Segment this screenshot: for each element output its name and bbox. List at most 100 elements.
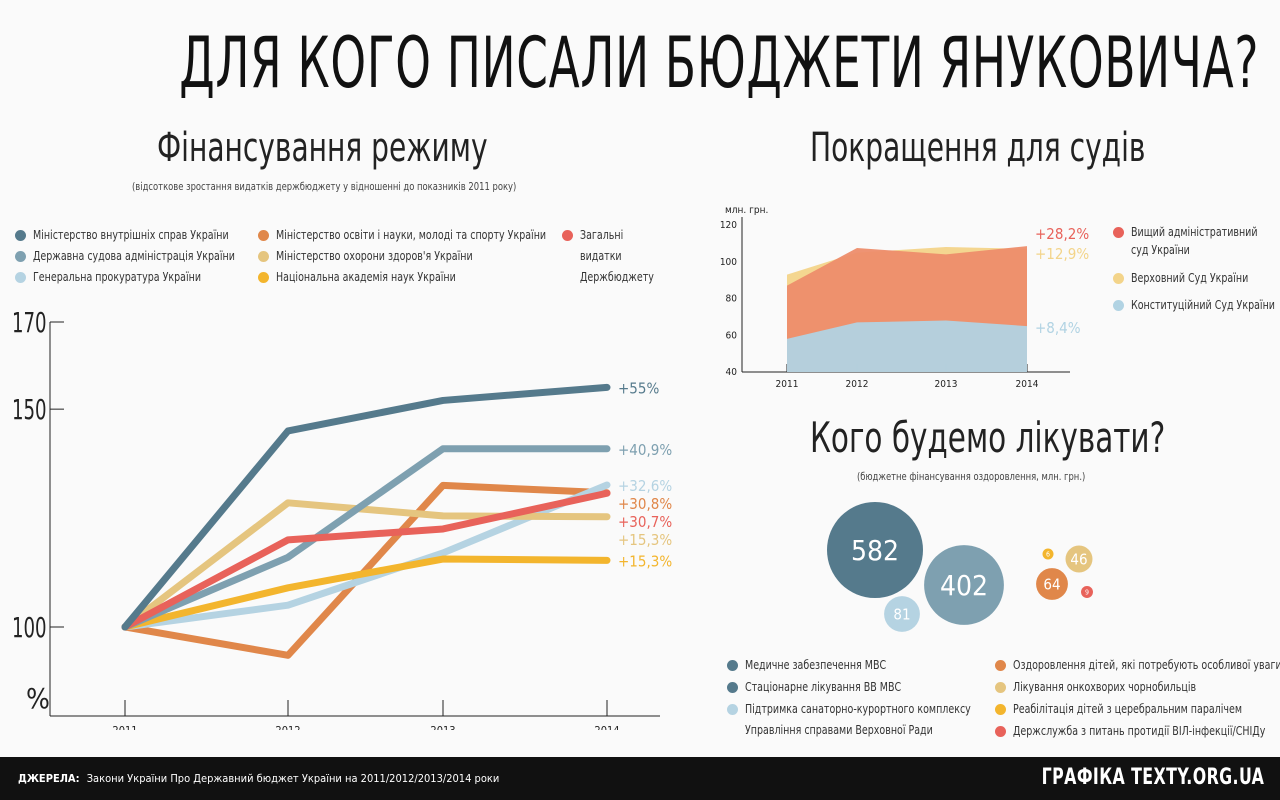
legend-dot — [1113, 227, 1124, 238]
legend-item: Медичне забезпечення МВС — [727, 658, 1002, 673]
y-tick-label: 150 — [12, 393, 47, 426]
left-legend-budget: Загальні видатки Держбюджету — [562, 228, 664, 288]
x-tick-label: 2011 — [112, 724, 137, 730]
y-tick-label: 100 — [720, 257, 737, 268]
legend-item: Оздоровлення дітей, які потребують особл… — [995, 658, 1280, 673]
legend-label: Реабілітація дітей з церебральним паралі… — [1013, 702, 1243, 716]
legend-label-line: Загальні — [580, 228, 624, 242]
bubble-chart: 582 402 81 64 46 6 9 — [827, 502, 1093, 632]
bubble — [827, 502, 923, 598]
legend-dot — [15, 251, 26, 262]
line-chart: 170 150 100% 2011 2012 2013 2014 +55% +40,9% +32… — [12, 306, 672, 730]
legend-dot — [1113, 273, 1124, 284]
legend-dot — [258, 251, 269, 262]
bubble-value-label: 9 — [1085, 588, 1089, 596]
footer: ДЖЕРЕЛА: Закони України Про Державний бю… — [0, 757, 1280, 800]
legend-dot — [258, 230, 269, 241]
main-title: ДЛЯ КОГО ПИСАЛИ БЮДЖЕТИ ЯНУКОВИЧА? — [179, 22, 1260, 104]
series-line — [121, 383, 611, 631]
legend-label: Міністерство освіти і науки, молоді та с… — [276, 228, 547, 242]
legend-item: Національна академія наук України — [258, 270, 583, 285]
y-tick-label: 170 — [12, 306, 47, 339]
bubble-value-label: 64 — [1043, 575, 1060, 593]
legend-label: Держслужба з питань протидії ВІЛ-інфекці… — [1013, 724, 1266, 738]
legend-dot — [562, 230, 573, 241]
courts-legend: Вищий адміністративний суд України Верхо… — [1113, 225, 1280, 313]
legend-dot — [727, 704, 738, 715]
bubble-legend-left: Медичне забезпечення МВС Стаціонарне лік… — [727, 658, 1002, 741]
bubble-value-label: 402 — [940, 569, 988, 602]
y-tick-label: 100 — [12, 611, 47, 644]
left-chart-title: Фінансування режиму — [157, 125, 488, 171]
legend-label: Конституційний Суд України — [1131, 298, 1275, 312]
legend-label: Міністерство охорони здоров'я України — [276, 249, 473, 263]
legend-label-line: Держбюджету — [580, 270, 654, 284]
legend-label: Державна судова адміністрація України — [33, 249, 235, 263]
legend-label-line: Управління справами Верховної Ради — [745, 723, 933, 737]
legend-dot — [995, 660, 1006, 671]
series-end-label: +30,8% — [618, 495, 672, 513]
legend-label: Медичне забезпечення МВС — [745, 658, 887, 672]
left-legend-col1: Міністерство внутрішніх справ України Де… — [15, 228, 262, 285]
legend-dot — [995, 682, 1006, 693]
legend-dot — [15, 272, 26, 283]
bubble — [1081, 586, 1093, 598]
sources: ДЖЕРЕЛА: Закони України Про Державний бю… — [18, 772, 499, 785]
bubble — [1042, 548, 1054, 560]
legend-dot — [727, 660, 738, 671]
x-tick-label: 2011 — [776, 379, 799, 390]
legend-label: Стаціонарне лікування ВВ МВС — [745, 680, 902, 694]
legend-label-line: Підтримка санаторно-курортного комплексу — [745, 702, 971, 716]
bubble-legend-right: Оздоровлення дітей, які потребують особл… — [995, 658, 1280, 739]
x-tick-label: 2012 — [846, 379, 869, 390]
y-tick-label: 80 — [726, 294, 738, 305]
legend-item: Конституційний Суд України — [1113, 298, 1280, 313]
series-end-label: +32,6% — [618, 477, 672, 495]
area-chart: млн. грн. 40 60 80 100 120 2011 2012 2013 2014 +2… — [720, 205, 1090, 390]
legend-item: Лікування онкохворих чорнобильців — [995, 680, 1280, 695]
courts-chart-title: Покращення для судів — [810, 125, 1146, 171]
legend-label-line: суд України — [1131, 243, 1190, 257]
left-legend-col2: Міністерство освіти і науки, молоді та с… — [258, 228, 583, 285]
y-axis-label: млн. грн. — [725, 205, 768, 216]
series-line — [121, 489, 611, 631]
legend-item: Реабілітація дітей з церебральним паралі… — [995, 702, 1280, 717]
legend-item: Стаціонарне лікування ВВ МВС — [727, 680, 1002, 695]
series-end-label: +15,3% — [618, 552, 672, 570]
series-area — [787, 320, 1027, 372]
legend-item: Підтримка санаторно-курортного комплексу… — [727, 702, 1002, 741]
legend-item: Міністерство внутрішніх справ України — [15, 228, 262, 243]
series-end-label: +12,9% — [1035, 245, 1089, 263]
y-tick-label: 120 — [720, 220, 737, 231]
series-line — [121, 555, 611, 631]
y-axis-label: % — [26, 682, 50, 715]
x-tick-label: 2013 — [935, 379, 958, 390]
sources-label: ДЖЕРЕЛА: — [18, 772, 80, 785]
legend-label: Національна академія наук України — [276, 270, 456, 284]
series-end-label: +15,3% — [618, 531, 672, 549]
series-line — [121, 445, 611, 631]
legend-label: Лікування онкохворих чорнобильців — [1013, 680, 1197, 694]
series-end-label: +8,4% — [1035, 319, 1081, 337]
bubble — [1065, 545, 1093, 573]
series-end-label: +30,7% — [618, 513, 672, 531]
legend-label: Міністерство внутрішніх справ України — [33, 228, 229, 242]
legend-item: Загальні видатки Держбюджету — [562, 228, 664, 288]
x-tick-label: 2012 — [275, 724, 300, 730]
legend-dot — [258, 272, 269, 283]
legend-item: Генеральна прокуратура України — [15, 270, 262, 285]
legend-label: Генеральна прокуратура України — [33, 270, 201, 284]
legend-label: Оздоровлення дітей, які потребують особл… — [1013, 658, 1280, 672]
x-tick-label: 2014 — [594, 724, 619, 730]
legend-item: Міністерство охорони здоров'я України — [258, 249, 583, 264]
legend-dot — [1113, 300, 1124, 311]
series-line — [121, 499, 611, 631]
bubble — [924, 545, 1004, 625]
legend-label-line: Вищий адміністративний — [1131, 225, 1258, 239]
legend-dot — [727, 682, 738, 693]
bubble — [1036, 568, 1068, 600]
legend-item: Міністерство освіти і науки, молоді та с… — [258, 228, 583, 243]
credit: ГРАФІКА TEXTY.ORG.UA — [1041, 765, 1264, 790]
y-tick-label: 60 — [726, 330, 738, 341]
legend-dot — [995, 726, 1006, 737]
